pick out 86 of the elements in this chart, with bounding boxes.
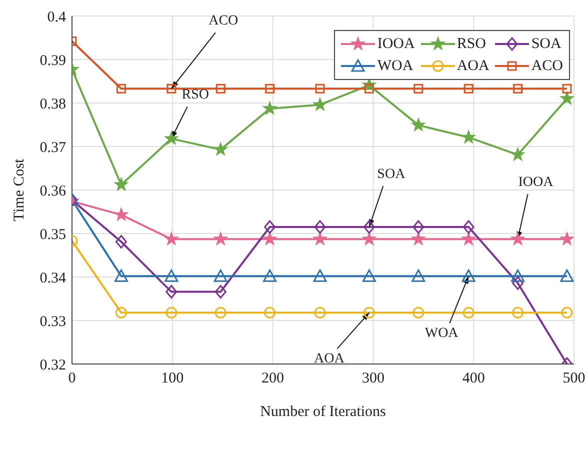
point	[313, 98, 327, 110]
point	[166, 84, 176, 94]
legend-label: ACO	[531, 58, 563, 74]
point	[412, 306, 424, 318]
y-tick-label: 0.4	[47, 9, 66, 26]
point	[116, 84, 126, 94]
point	[412, 269, 426, 282]
point	[512, 306, 524, 318]
x-tick-label: 100	[161, 370, 184, 387]
point	[560, 232, 574, 245]
point	[314, 220, 326, 234]
point	[511, 148, 524, 161]
point	[562, 84, 572, 94]
point	[412, 118, 426, 131]
annotation: IOOA	[518, 175, 554, 190]
point	[462, 232, 476, 245]
point	[115, 235, 127, 249]
y-tick-label: 0.38	[40, 96, 66, 112]
point	[362, 269, 376, 282]
legend-label: WOA	[377, 58, 414, 74]
point	[512, 276, 524, 290]
point	[214, 306, 226, 318]
point	[214, 232, 228, 245]
x-tick-label: 0	[68, 370, 76, 387]
legend-label: IOOA	[377, 36, 415, 52]
point	[164, 232, 178, 245]
y-tick-label: 0.34	[40, 270, 66, 286]
legend-label: RSO	[456, 36, 486, 52]
point	[462, 220, 474, 234]
annotation: AOA	[314, 352, 346, 367]
y-tick-label: 0.35	[40, 226, 66, 243]
point	[513, 84, 523, 94]
x-tick-label: 400	[462, 370, 485, 387]
point	[214, 285, 226, 299]
point	[313, 232, 327, 245]
point	[462, 130, 476, 144]
point	[115, 306, 127, 318]
point	[560, 269, 574, 282]
y-axis-title: Time Cost	[11, 158, 28, 222]
point	[511, 232, 524, 245]
annotation: SOA	[377, 166, 406, 182]
y-tick-label: 0.33	[40, 314, 66, 330]
point	[313, 269, 327, 282]
point	[511, 269, 525, 282]
point	[164, 269, 178, 282]
x-tick-label: 500	[562, 370, 586, 387]
y-tick-label: 0.39	[40, 52, 66, 69]
point	[263, 232, 276, 245]
point	[462, 269, 476, 282]
annotation: RSO	[182, 88, 210, 103]
point	[265, 84, 275, 94]
x-axis-title: Number of Iterations	[260, 404, 386, 420]
point	[263, 269, 277, 282]
point	[166, 285, 178, 299]
point	[164, 132, 178, 144]
point	[114, 178, 128, 191]
x-tick-label: 300	[362, 370, 384, 387]
annotation: ACO	[208, 14, 238, 29]
legend-label: SOA	[531, 36, 562, 52]
point	[412, 220, 424, 234]
point	[264, 306, 276, 318]
y-tick-label: 0.32	[40, 357, 66, 374]
point	[263, 102, 276, 114]
point	[362, 232, 376, 245]
point	[216, 84, 226, 94]
point	[363, 220, 375, 234]
point	[214, 269, 228, 282]
legend-label: AOA	[456, 58, 490, 74]
point	[363, 306, 375, 318]
point	[560, 92, 574, 104]
point	[561, 306, 573, 318]
x-tick-label: 200	[262, 370, 284, 387]
point	[264, 220, 276, 234]
annotation: WOA	[424, 326, 460, 342]
y-tick-label: 0.36	[40, 183, 66, 200]
point	[412, 232, 426, 245]
point	[166, 306, 178, 318]
point	[315, 84, 325, 94]
point	[114, 208, 128, 221]
point	[114, 269, 128, 282]
point	[464, 84, 474, 94]
point	[314, 306, 326, 318]
point	[414, 84, 424, 94]
point	[214, 142, 228, 156]
y-tick-label: 0.37	[40, 140, 66, 156]
point	[462, 306, 474, 318]
